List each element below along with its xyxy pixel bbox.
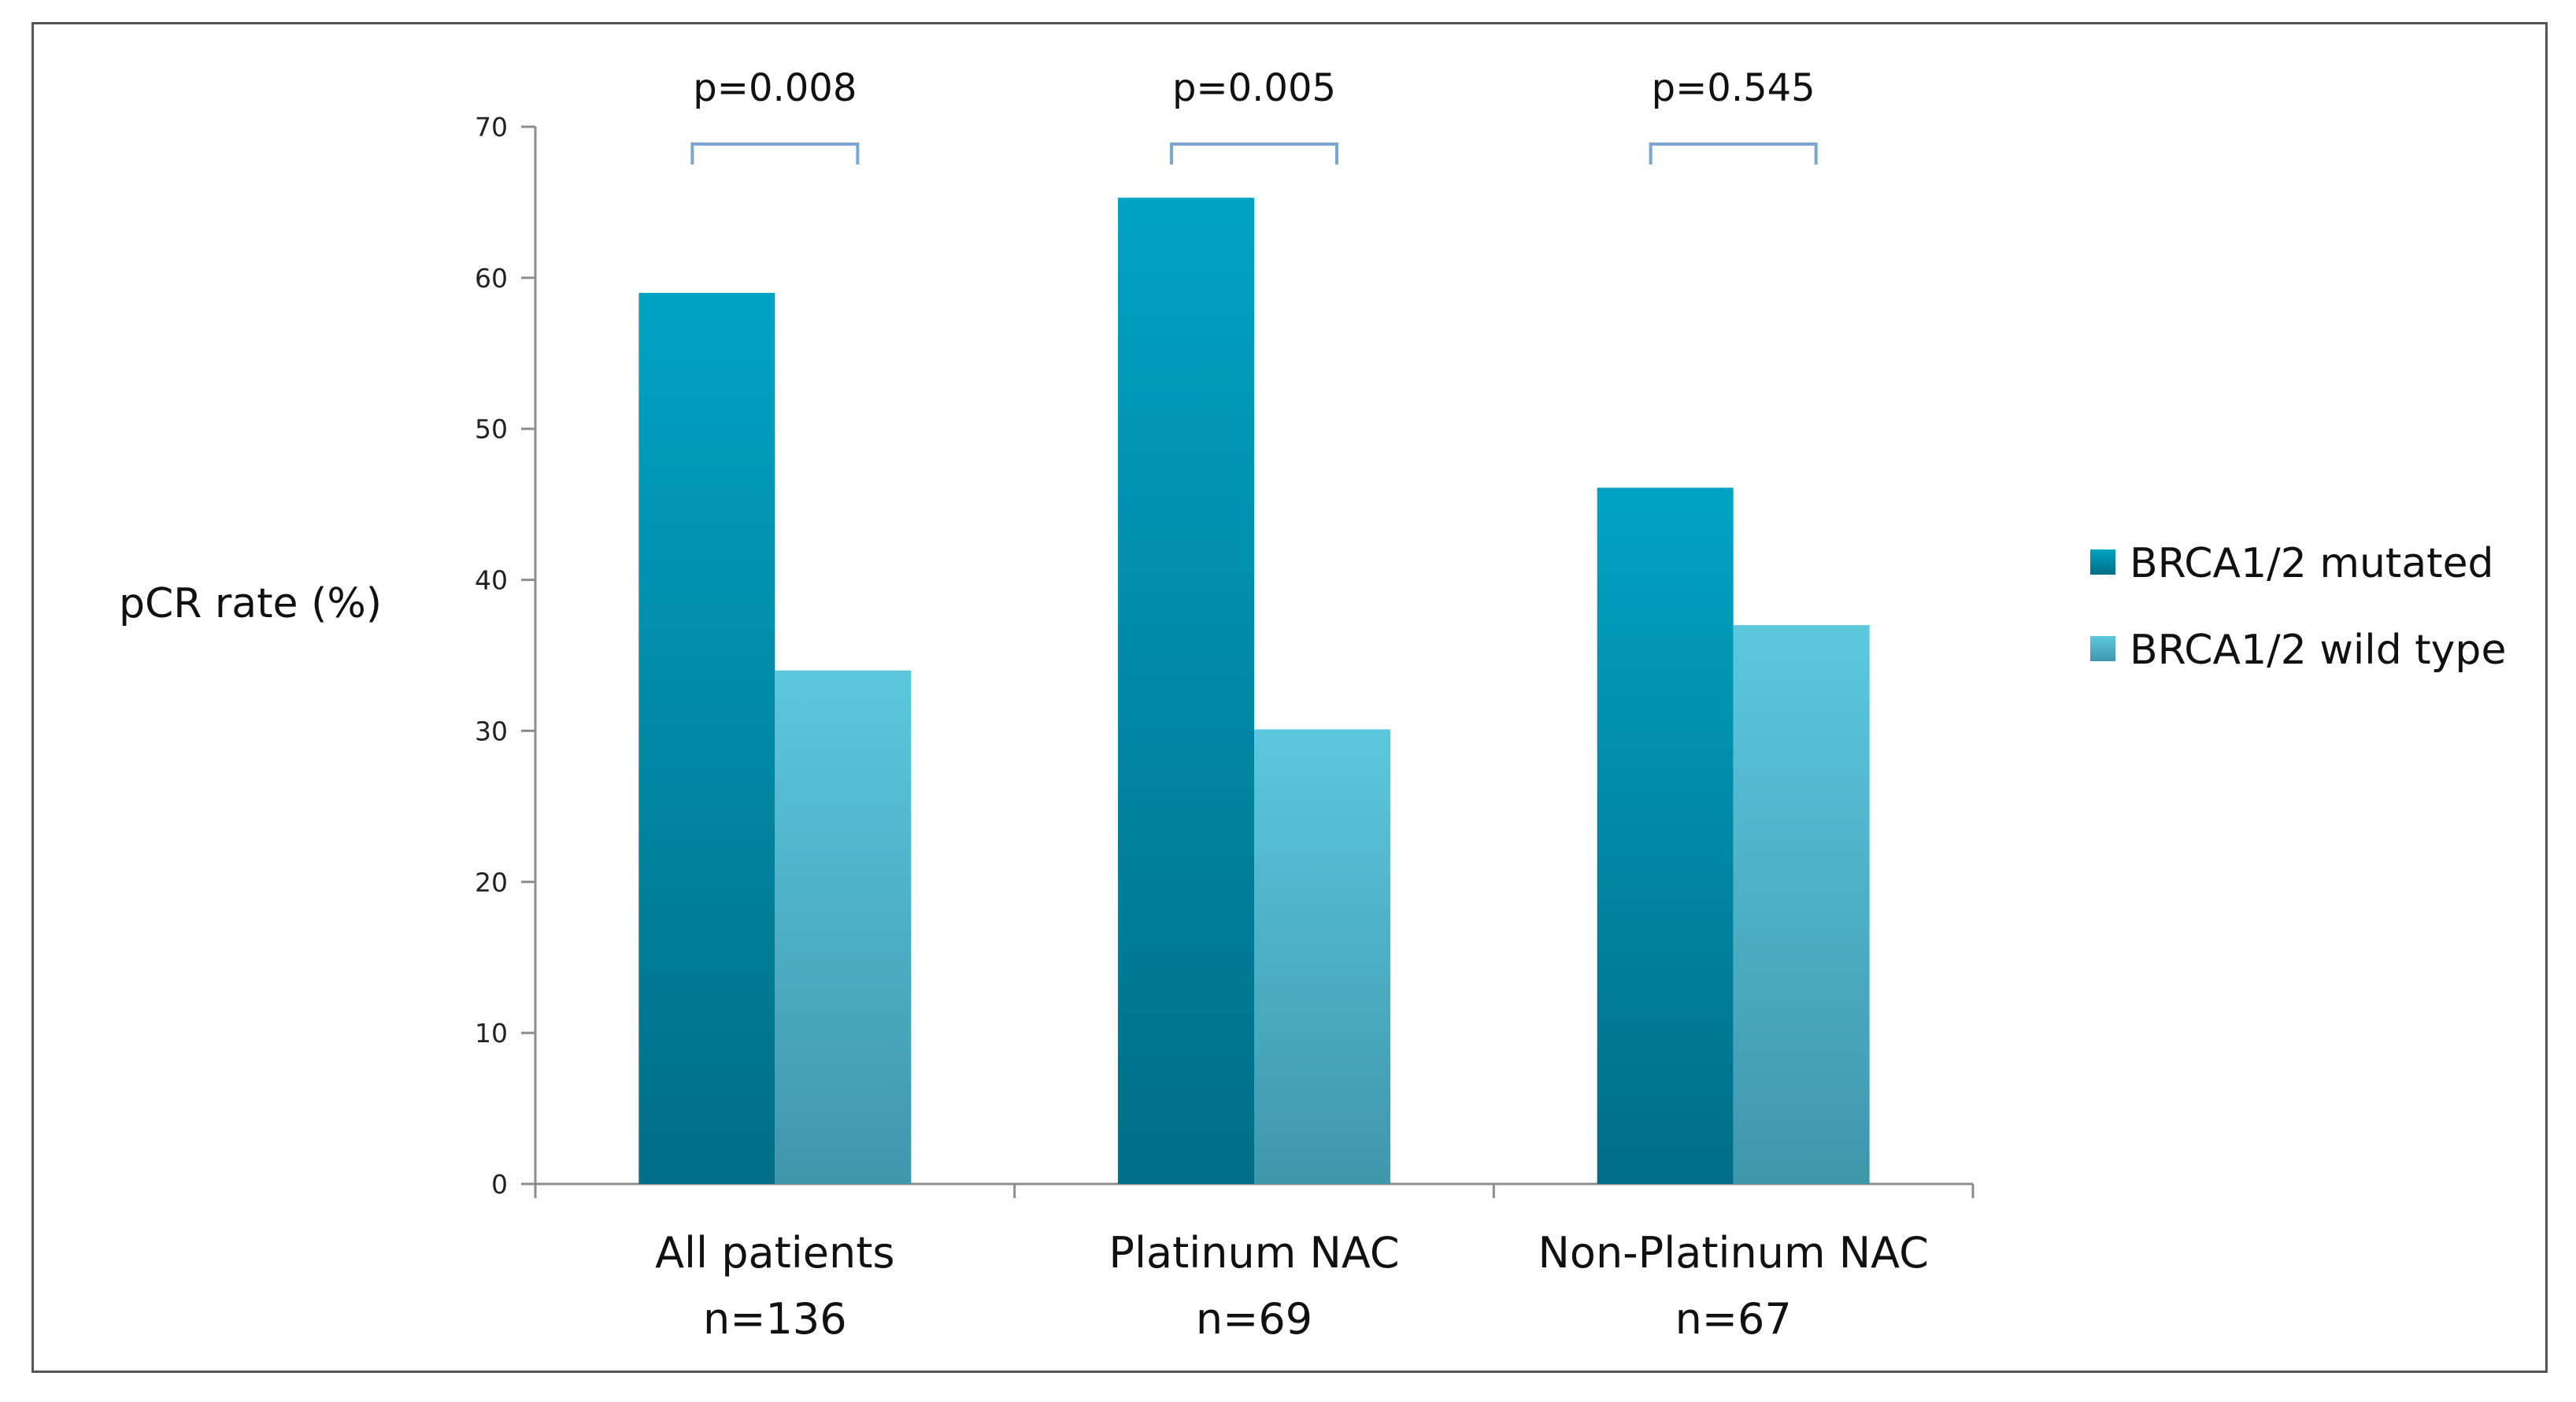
p-value-annotations: p=0.008 p=0.005 p=0.545 [690, 66, 1818, 165]
category-label: Platinum NAC [1108, 1228, 1399, 1278]
y-tick-label: 60 [475, 263, 508, 294]
y-tick-label: 20 [475, 867, 508, 897]
significance-bracket [1649, 142, 1818, 165]
bar-mutated-0 [638, 293, 775, 1184]
legend-label-mutated: BRCA1/2 mutated [2130, 540, 2494, 587]
bar-wild-type-0 [775, 670, 912, 1184]
significance-bracket [690, 142, 860, 165]
category-n-label: n=69 [1196, 1294, 1312, 1344]
legend-swatch-mutated [2090, 549, 2115, 575]
y-tick-label: 0 [491, 1169, 508, 1200]
category-n-label: n=67 [1675, 1294, 1792, 1344]
p-value-label: p=0.005 [1172, 66, 1336, 110]
bar-mutated-1 [1118, 198, 1254, 1184]
y-axis-label: pCR rate (%) [119, 580, 382, 627]
bar-wild-type-2 [1733, 625, 1870, 1184]
bar-wild-type-1 [1254, 729, 1390, 1184]
bars [638, 198, 1870, 1184]
legend-label-wild-type: BRCA1/2 wild type [2130, 627, 2506, 674]
y-tick-label: 50 [475, 414, 508, 445]
y-tick-label: 10 [475, 1018, 508, 1049]
category-label: Non-Platinum NAC [1538, 1228, 1929, 1278]
bar-mutated-2 [1597, 487, 1734, 1184]
significance-bracket [1170, 142, 1338, 165]
y-tick-label: 30 [475, 716, 508, 746]
p-value-label: p=0.008 [693, 66, 857, 110]
legend: BRCA1/2 mutated BRCA1/2 wild type [2090, 540, 2506, 674]
legend-swatch-wild-type [2090, 636, 2115, 661]
category-n-label: n=136 [703, 1294, 847, 1344]
y-tick-label: 70 [475, 112, 508, 142]
y-tick-label: 40 [475, 565, 508, 596]
p-value-label: p=0.545 [1652, 66, 1815, 110]
category-label: All patients [655, 1228, 894, 1278]
